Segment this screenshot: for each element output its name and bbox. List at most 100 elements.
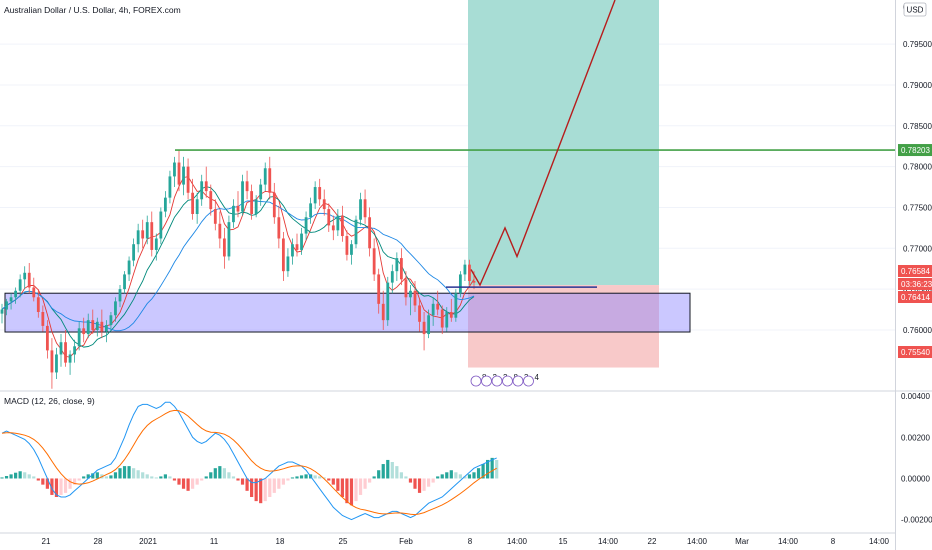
- candle: [241, 174, 244, 216]
- candle: [263, 162, 267, 192]
- macd-bar: [263, 478, 267, 502]
- macd-bar: [113, 472, 118, 479]
- candle: [445, 307, 449, 332]
- macd-bar: [191, 478, 195, 489]
- candle: [454, 289, 458, 322]
- macd-bar: [127, 466, 131, 479]
- candle: [32, 277, 36, 302]
- macd-bar: [227, 472, 231, 479]
- candle: [336, 209, 340, 237]
- candle: [309, 197, 313, 224]
- macd-bar: [304, 474, 308, 479]
- candle: [123, 271, 126, 294]
- macd-bar: [322, 477, 326, 479]
- macd-bar: [417, 478, 422, 493]
- candle: [109, 312, 113, 330]
- price-tag: 0.75540: [898, 346, 932, 358]
- candle: [41, 305, 45, 332]
- candle: [186, 158, 190, 200]
- candle: [127, 256, 131, 281]
- price-tick-label: 0.79000: [903, 81, 932, 90]
- macd-bar: [440, 474, 444, 479]
- macd-panel[interactable]: [0, 401, 499, 521]
- macd-bar: [404, 476, 408, 479]
- event-marker-label: 4: [535, 373, 540, 382]
- candle: [154, 233, 158, 261]
- macd-bar: [313, 475, 317, 479]
- macd-bar: [209, 472, 213, 479]
- price-axis[interactable]: 0.760000.765000.770000.775000.780000.785…: [901, 3, 932, 525]
- macd-tick-label: 0.00000: [901, 474, 930, 483]
- event-markers[interactable]: 822834: [470, 373, 540, 387]
- macd-bar: [36, 478, 40, 481]
- candle: [322, 189, 326, 216]
- candle: [227, 215, 231, 261]
- macd-bar: [27, 474, 31, 479]
- projection-path[interactable]: [470, 0, 616, 287]
- candle: [331, 215, 335, 241]
- price-tag: 0.76414: [898, 291, 932, 303]
- candle: [14, 287, 18, 304]
- price-tag-label: 0.76584: [901, 267, 930, 276]
- candle: [0, 303, 4, 324]
- price-tick-label: 0.79500: [903, 40, 932, 49]
- macd-bar: [399, 472, 403, 479]
- candle: [291, 238, 294, 265]
- candle: [313, 181, 317, 210]
- candle: [173, 156, 176, 188]
- macd-title: MACD (12, 26, close, 9): [4, 396, 95, 406]
- candle: [345, 230, 349, 261]
- macd-bar: [458, 474, 462, 479]
- price-tag-label: 0.75540: [901, 348, 930, 357]
- candle: [254, 195, 258, 218]
- time-tick-label: 8: [831, 537, 836, 546]
- macd-bar: [54, 478, 59, 497]
- candle: [449, 298, 453, 322]
- macd-bar: [163, 474, 167, 479]
- macd-bar: [59, 478, 63, 495]
- candle: [418, 298, 421, 332]
- macd-bar: [145, 474, 149, 479]
- event-marker: 4: [523, 373, 540, 387]
- macd-bar: [82, 476, 86, 479]
- candle: [390, 264, 394, 294]
- macd-bar: [150, 476, 154, 479]
- candle: [399, 248, 403, 286]
- macd-tick-label: 0.00200: [901, 433, 930, 442]
- time-tick-label: 18: [276, 537, 285, 546]
- price-tick-label: 0.76000: [903, 326, 932, 335]
- candle: [104, 320, 108, 343]
- macd-bar: [18, 471, 22, 479]
- candle: [354, 215, 358, 249]
- candle: [195, 192, 199, 224]
- price-panel[interactable]: 822834: [0, 0, 895, 389]
- candle: [182, 156, 185, 196]
- macd-bar: [23, 472, 27, 479]
- price-tag-label: 0.76414: [901, 293, 930, 302]
- candle: [100, 309, 104, 339]
- macd-bar: [431, 478, 435, 483]
- time-axis[interactable]: 21 28 2021 11 18 25 Feb 8 14:00 15 14:00 22 14:00 Mar…: [42, 537, 890, 546]
- candle: [36, 289, 40, 318]
- macd-bar: [454, 472, 458, 479]
- macd-bar: [340, 478, 344, 497]
- position-tool[interactable]: [468, 0, 659, 368]
- candle: [73, 339, 77, 363]
- macd-bar: [476, 468, 481, 479]
- candle: [281, 231, 285, 281]
- currency-button[interactable]: USD: [903, 2, 927, 17]
- macd-bar: [281, 478, 285, 485]
- macd-bar: [413, 478, 417, 489]
- candle: [68, 350, 72, 375]
- support-zone-rect: [4, 292, 691, 333]
- candle: [23, 266, 27, 290]
- candle: [163, 191, 167, 218]
- macd-bar: [250, 478, 254, 497]
- horizontal-line-0.78203[interactable]: [175, 149, 895, 288]
- candle: [300, 227, 303, 255]
- candle: [232, 199, 235, 228]
- candle: [368, 207, 372, 257]
- macd-bar: [336, 478, 340, 491]
- support-zone[interactable]: [4, 292, 691, 333]
